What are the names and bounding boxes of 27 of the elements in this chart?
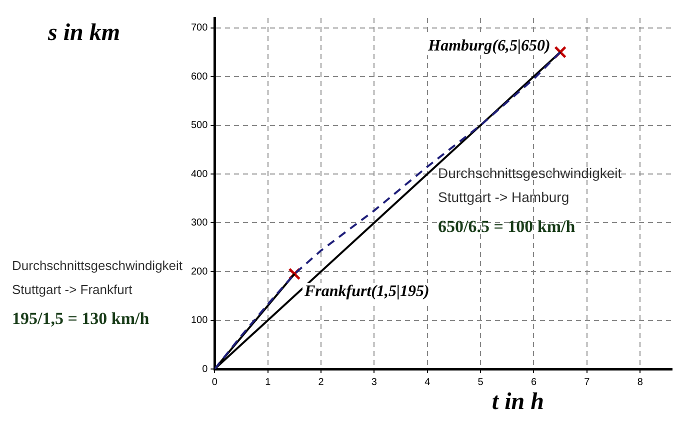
- y-tick-label: 200: [190, 266, 208, 278]
- x-tick-label: 1: [265, 376, 272, 388]
- annotation: Stuttgart -> Hamburg: [438, 189, 570, 205]
- y-tick-label: 700: [190, 22, 208, 34]
- annotation: Frankfurt(1,5|195): [303, 283, 430, 300]
- text: Durchschnittsgeschwindigkeit: [12, 258, 183, 273]
- x-tick-label: 8: [637, 376, 644, 388]
- y-axis-title: s in km: [47, 20, 120, 46]
- y-tick-label: 0: [202, 364, 208, 375]
- x-axis-title: t in h: [492, 389, 544, 415]
- y-tick-label: 500: [190, 120, 208, 131]
- annotation: Durchschnittsgeschwindigkeit: [438, 165, 622, 181]
- x-tick-label: 2: [318, 376, 324, 388]
- text: Stuttgart -> Frankfurt: [12, 282, 133, 297]
- x-tick-label: 7: [584, 376, 590, 388]
- text: 195/1,5 = 130 km/h: [12, 309, 150, 328]
- annotation: Hamburg(6,5|650): [427, 37, 550, 54]
- y-tick-label: 300: [190, 218, 208, 228]
- x-tick-label: 3: [371, 376, 378, 388]
- x-tick-label: 6: [530, 376, 537, 388]
- y-tick-label: 400: [190, 168, 208, 180]
- y-tick-label: 100: [190, 315, 208, 326]
- x-tick-label: 4: [424, 376, 431, 388]
- y-tick-label: 600: [190, 71, 208, 82]
- x-tick-label: 0: [212, 376, 218, 388]
- annotation: 650/6.5 = 100 km/h: [438, 217, 576, 236]
- x-tick-label: 5: [478, 376, 484, 388]
